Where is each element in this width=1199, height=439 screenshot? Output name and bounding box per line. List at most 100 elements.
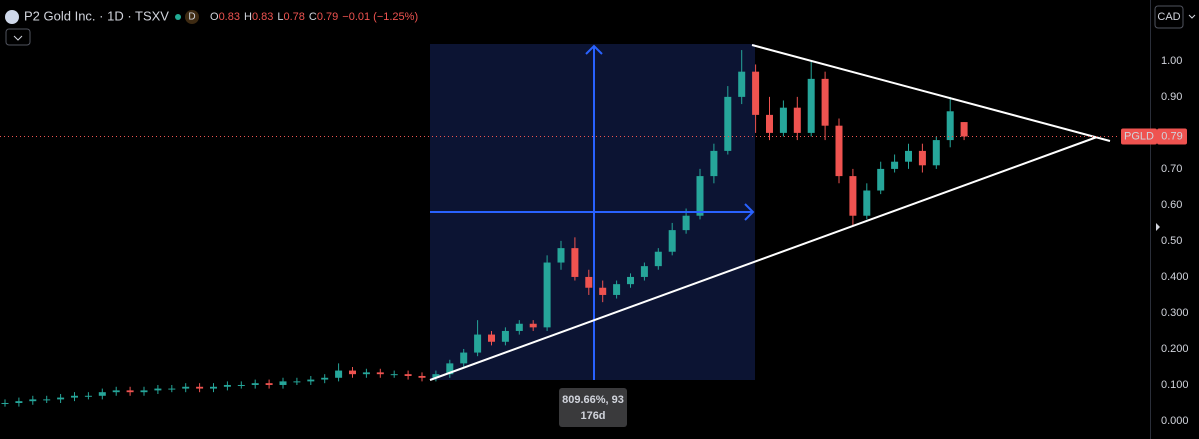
candle-body	[640, 266, 648, 277]
symbol-logo	[5, 10, 19, 24]
candle-body	[98, 392, 106, 396]
ohlc-letter: C	[309, 11, 317, 23]
candle-body	[71, 395, 78, 398]
candles	[1, 50, 968, 407]
y-tick-label: 0.70	[1161, 163, 1182, 175]
candle-body	[43, 399, 51, 401]
candle-body	[779, 107, 787, 133]
candle-body	[488, 334, 495, 342]
candle-body	[321, 377, 329, 380]
candle-body	[251, 383, 259, 385]
y-tick-label: 0.50	[1161, 235, 1182, 247]
y-tick-label: 1.00	[1161, 55, 1182, 67]
candle-body	[29, 399, 37, 402]
ohlc-letter: O	[210, 11, 219, 23]
badge	[185, 10, 199, 24]
candle-body	[210, 386, 217, 389]
status-dot	[175, 14, 181, 20]
collapse-button[interactable]	[5, 28, 31, 46]
interval-badge: D	[188, 12, 195, 23]
candle-body	[863, 190, 871, 216]
measure-text: 809.66%, 93	[562, 394, 624, 406]
ohlc-value: 0.83	[219, 11, 240, 23]
candle-body	[627, 276, 634, 285]
ohlc-value: 0.83	[252, 11, 273, 23]
candle-body	[599, 287, 607, 295]
ohlc-value: 0.79	[317, 11, 338, 23]
candle-body	[543, 262, 551, 328]
candle-body	[613, 284, 621, 295]
candle-body	[766, 114, 773, 133]
candle-body	[724, 96, 732, 151]
arrow-head	[744, 203, 755, 221]
candle-body	[668, 230, 676, 252]
price-tag: PGLD 0.79	[0, 128, 1187, 145]
ohlc-legend: O0.83 H0.83 L0.78 C0.79 −0.01 (−1.25%)	[210, 11, 418, 23]
axis-marker	[1156, 223, 1160, 231]
currency-chevron[interactable]	[1188, 14, 1196, 19]
candle-body	[112, 390, 120, 393]
candle-body	[946, 111, 954, 141]
candle-body	[460, 352, 468, 364]
candle-body	[585, 276, 593, 288]
trend-line-lower	[429, 136, 1098, 381]
candle-body	[849, 176, 857, 216]
ohlc-value: 0.78	[283, 11, 304, 23]
price-tag-value: 0.79	[1161, 130, 1182, 142]
candle-body	[126, 390, 134, 393]
measure-arrows	[430, 44, 755, 380]
candle-body	[404, 374, 412, 376]
candle-body	[279, 381, 287, 385]
y-tick-label: 0.100	[1161, 379, 1189, 391]
y-tick-label: 0.90	[1161, 91, 1182, 103]
candle-body	[515, 323, 523, 331]
y-tick-label: 0.300	[1161, 307, 1189, 319]
candle-body	[905, 150, 912, 162]
candle-body	[738, 71, 746, 97]
candle-body	[335, 370, 343, 378]
candle-body	[696, 176, 704, 216]
candle-body	[1, 402, 9, 404]
price-tag-symbol: PGLD	[1124, 130, 1154, 142]
candle-body	[432, 374, 440, 378]
candle-body	[807, 78, 815, 133]
candle-body	[474, 334, 482, 353]
candle-body	[877, 168, 885, 191]
candle-body	[265, 383, 273, 385]
candle-body	[362, 372, 370, 375]
candle-body	[932, 140, 940, 166]
candle-body	[654, 251, 662, 267]
trend-line-upper	[751, 44, 1111, 142]
candle-body	[196, 386, 204, 389]
currency-button[interactable]	[1154, 5, 1184, 29]
candle-body	[15, 401, 23, 403]
price-tag-value-bg	[1157, 128, 1187, 145]
candle-body	[891, 161, 899, 169]
candle-body	[223, 384, 231, 387]
candle-body	[821, 78, 829, 126]
candle-body	[752, 71, 760, 115]
price-tag-bg	[1121, 128, 1157, 145]
y-tick-label: 0.200	[1161, 343, 1189, 355]
candle-body	[529, 323, 537, 328]
candle-body	[57, 397, 65, 400]
measure-duration: 176d	[580, 410, 605, 422]
ohlc-letter: H	[244, 11, 252, 23]
collapse-chevron[interactable]	[13, 35, 23, 41]
candle-body	[84, 395, 92, 397]
currency[interactable]: CAD	[1157, 11, 1180, 23]
candle-body	[960, 122, 968, 137]
candle-body	[182, 386, 190, 389]
candle-body	[349, 370, 356, 375]
candle-body	[418, 375, 426, 378]
candle-body	[154, 388, 162, 391]
candle-body	[168, 388, 176, 390]
candle-body	[710, 150, 718, 177]
ohlc-letter: L	[277, 11, 283, 23]
candle-body	[571, 248, 579, 277]
candle-body	[918, 150, 926, 166]
candle-body	[390, 374, 398, 376]
candle-body	[557, 248, 565, 263]
candle-body	[293, 381, 301, 383]
